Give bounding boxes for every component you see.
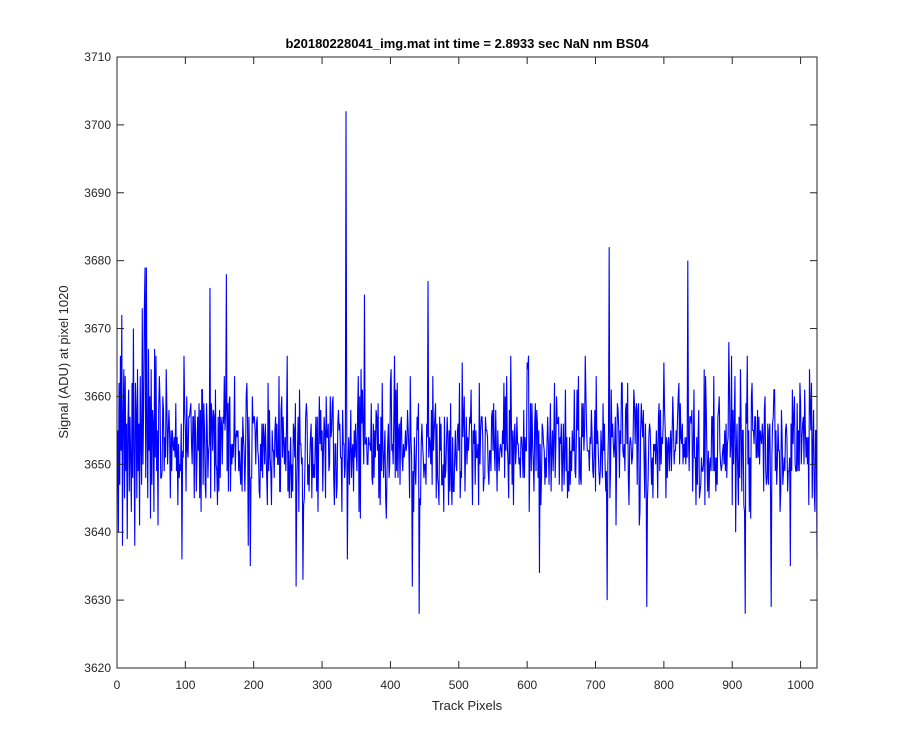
y-tick-label: 3670 [84, 322, 111, 336]
y-tick-label: 3640 [84, 525, 111, 539]
x-axis-label: Track Pixels [432, 698, 503, 713]
x-tick-label: 600 [517, 678, 537, 692]
y-tick-label: 3690 [84, 186, 111, 200]
x-tick-label: 200 [244, 678, 264, 692]
series-layer [117, 111, 818, 614]
y-tick-label: 3680 [84, 254, 111, 268]
axes-box [116, 56, 818, 669]
y-axis-label: Signal (ADU) at pixel 1020 [56, 285, 71, 438]
y-tick-label: 3650 [84, 457, 111, 471]
y-tick-label: 3630 [84, 593, 111, 607]
x-tick-label: 800 [654, 678, 674, 692]
x-tick-label: 1000 [787, 678, 814, 692]
x-axis: 0 100 200 300 400 500 600 700 800 900 1000 [114, 57, 814, 692]
y-axis: 3620 3630 3640 3650 3660 3670 3680 3690 3700 3710 [84, 50, 817, 675]
y-tick-label: 3620 [84, 661, 111, 675]
chart-title: b20180228041_img.mat int time = 2.8933 s… [285, 36, 649, 51]
y-tick-label: 3700 [84, 118, 111, 132]
series-line [117, 111, 818, 614]
x-tick-label: 500 [449, 678, 469, 692]
x-tick-label: 100 [175, 678, 195, 692]
plot-area [117, 57, 817, 668]
x-tick-label: 0 [114, 678, 121, 692]
x-tick-label: 700 [586, 678, 606, 692]
y-tick-label: 3710 [84, 50, 111, 64]
x-tick-label: 400 [380, 678, 400, 692]
x-tick-label: 300 [312, 678, 332, 692]
y-tick-label: 3660 [84, 389, 111, 403]
x-tick-label: 900 [722, 678, 742, 692]
